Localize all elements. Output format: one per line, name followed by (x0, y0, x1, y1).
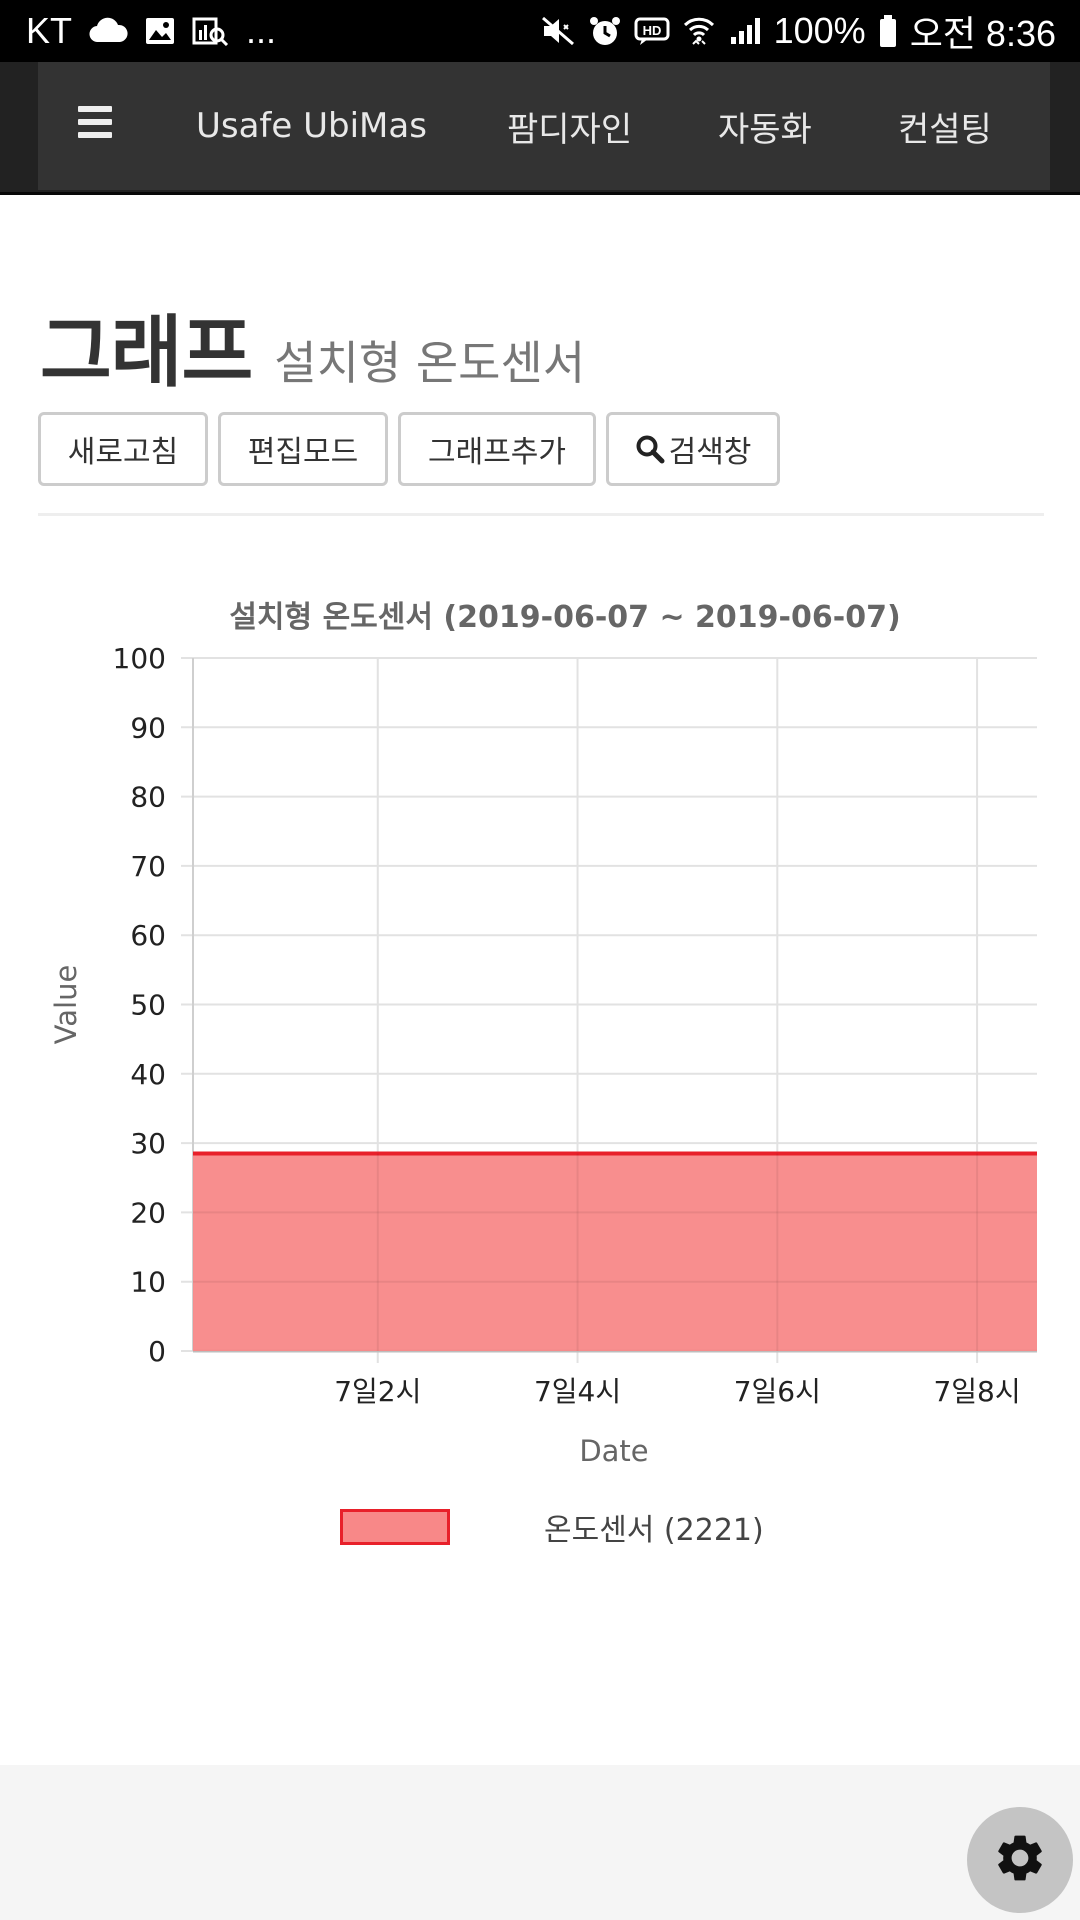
page-title: 그래프 (40, 308, 253, 398)
gear-icon (992, 1830, 1048, 1890)
alarm-icon (588, 15, 622, 47)
page-header: 그래프 설치형 온도센서 (40, 290, 585, 402)
nav-item-consulting[interactable]: 컨설팅 (898, 109, 992, 150)
search-icon (635, 434, 665, 464)
cloud-icon (88, 16, 128, 46)
search-button[interactable]: 검색창 (606, 412, 780, 486)
more-notifications: ... (246, 10, 277, 51)
chart-search-icon (192, 16, 230, 46)
hd-icon: HD (634, 16, 670, 46)
hamburger-icon[interactable] (78, 106, 112, 138)
y-tick-label: 100 (113, 642, 166, 675)
clock: 오전 8:36 (909, 13, 1056, 54)
y-tick-label: 70 (130, 850, 166, 883)
x-tick-label: 7일2시 (334, 1375, 421, 1408)
refresh-button[interactable]: 새로고침 (38, 412, 208, 486)
add-graph-button[interactable]: 그래프추가 (398, 412, 596, 486)
page-subtitle: 설치형 온도센서 (274, 336, 586, 390)
y-tick-label: 30 (130, 1127, 166, 1160)
y-tick-label: 90 (130, 711, 166, 744)
divider (38, 513, 1044, 516)
y-tick-label: 20 (130, 1196, 166, 1229)
y-tick-label: 10 (130, 1266, 166, 1299)
legend-label: 온도센서 (2221) (544, 1513, 764, 1548)
x-tick-label: 7일4시 (534, 1375, 621, 1408)
mute-icon (540, 15, 576, 47)
navbar: Usafe UbiMas 팜디자인 자동화 컨설팅 (0, 62, 1080, 195)
chart-legend[interactable]: 온도센서 (2221) (340, 1505, 764, 1549)
settings-button[interactable] (967, 1807, 1073, 1913)
carrier-label: KT (26, 10, 73, 51)
y-tick-label: 60 (130, 919, 166, 952)
image-icon (144, 16, 176, 46)
y-tick-label: 50 (130, 989, 166, 1022)
y-tick-label: 0 (148, 1335, 166, 1368)
nav-item-brand[interactable]: Usafe UbiMas (196, 106, 427, 146)
edit-mode-button[interactable]: 편집모드 (218, 412, 388, 486)
y-axis-title: Value (49, 965, 83, 1045)
x-tick-label: 7일8시 (933, 1375, 1020, 1408)
signal-icon (728, 16, 762, 46)
chart: 0 10 20 30 40 50 60 70 80 90 100 7일2시 7일4시 7일6시 7일8시 Da… (49, 642, 1037, 1468)
battery-percent: 100% (773, 10, 866, 51)
chart-title: 설치형 온도센서 (2019-06-07 ~ 2019-06-07) (229, 600, 901, 635)
x-tick-label: 7일6시 (734, 1375, 821, 1408)
svg-text:HD: HD (642, 23, 661, 38)
battery-icon (878, 14, 898, 48)
y-tick-label: 40 (130, 1058, 166, 1091)
footer (0, 1765, 1080, 1920)
y-tick-label: 80 (130, 781, 166, 814)
status-bar: KT ... HD 100% 오전 8:36 (0, 0, 1080, 62)
search-button-label: 검색창 (668, 435, 752, 470)
legend-swatch (340, 1509, 450, 1545)
x-axis-title: Date (579, 1434, 648, 1468)
series-area (193, 1153, 1037, 1351)
navbar-container: Usafe UbiMas 팜디자인 자동화 컨설팅 (38, 62, 1050, 190)
toolbar: 새로고침 편집모드 그래프추가 검색창 (38, 412, 790, 486)
wifi-icon (682, 14, 716, 48)
nav-item-automation[interactable]: 자동화 (718, 109, 812, 150)
nav-item-farm-design[interactable]: 팜디자인 (507, 109, 633, 150)
